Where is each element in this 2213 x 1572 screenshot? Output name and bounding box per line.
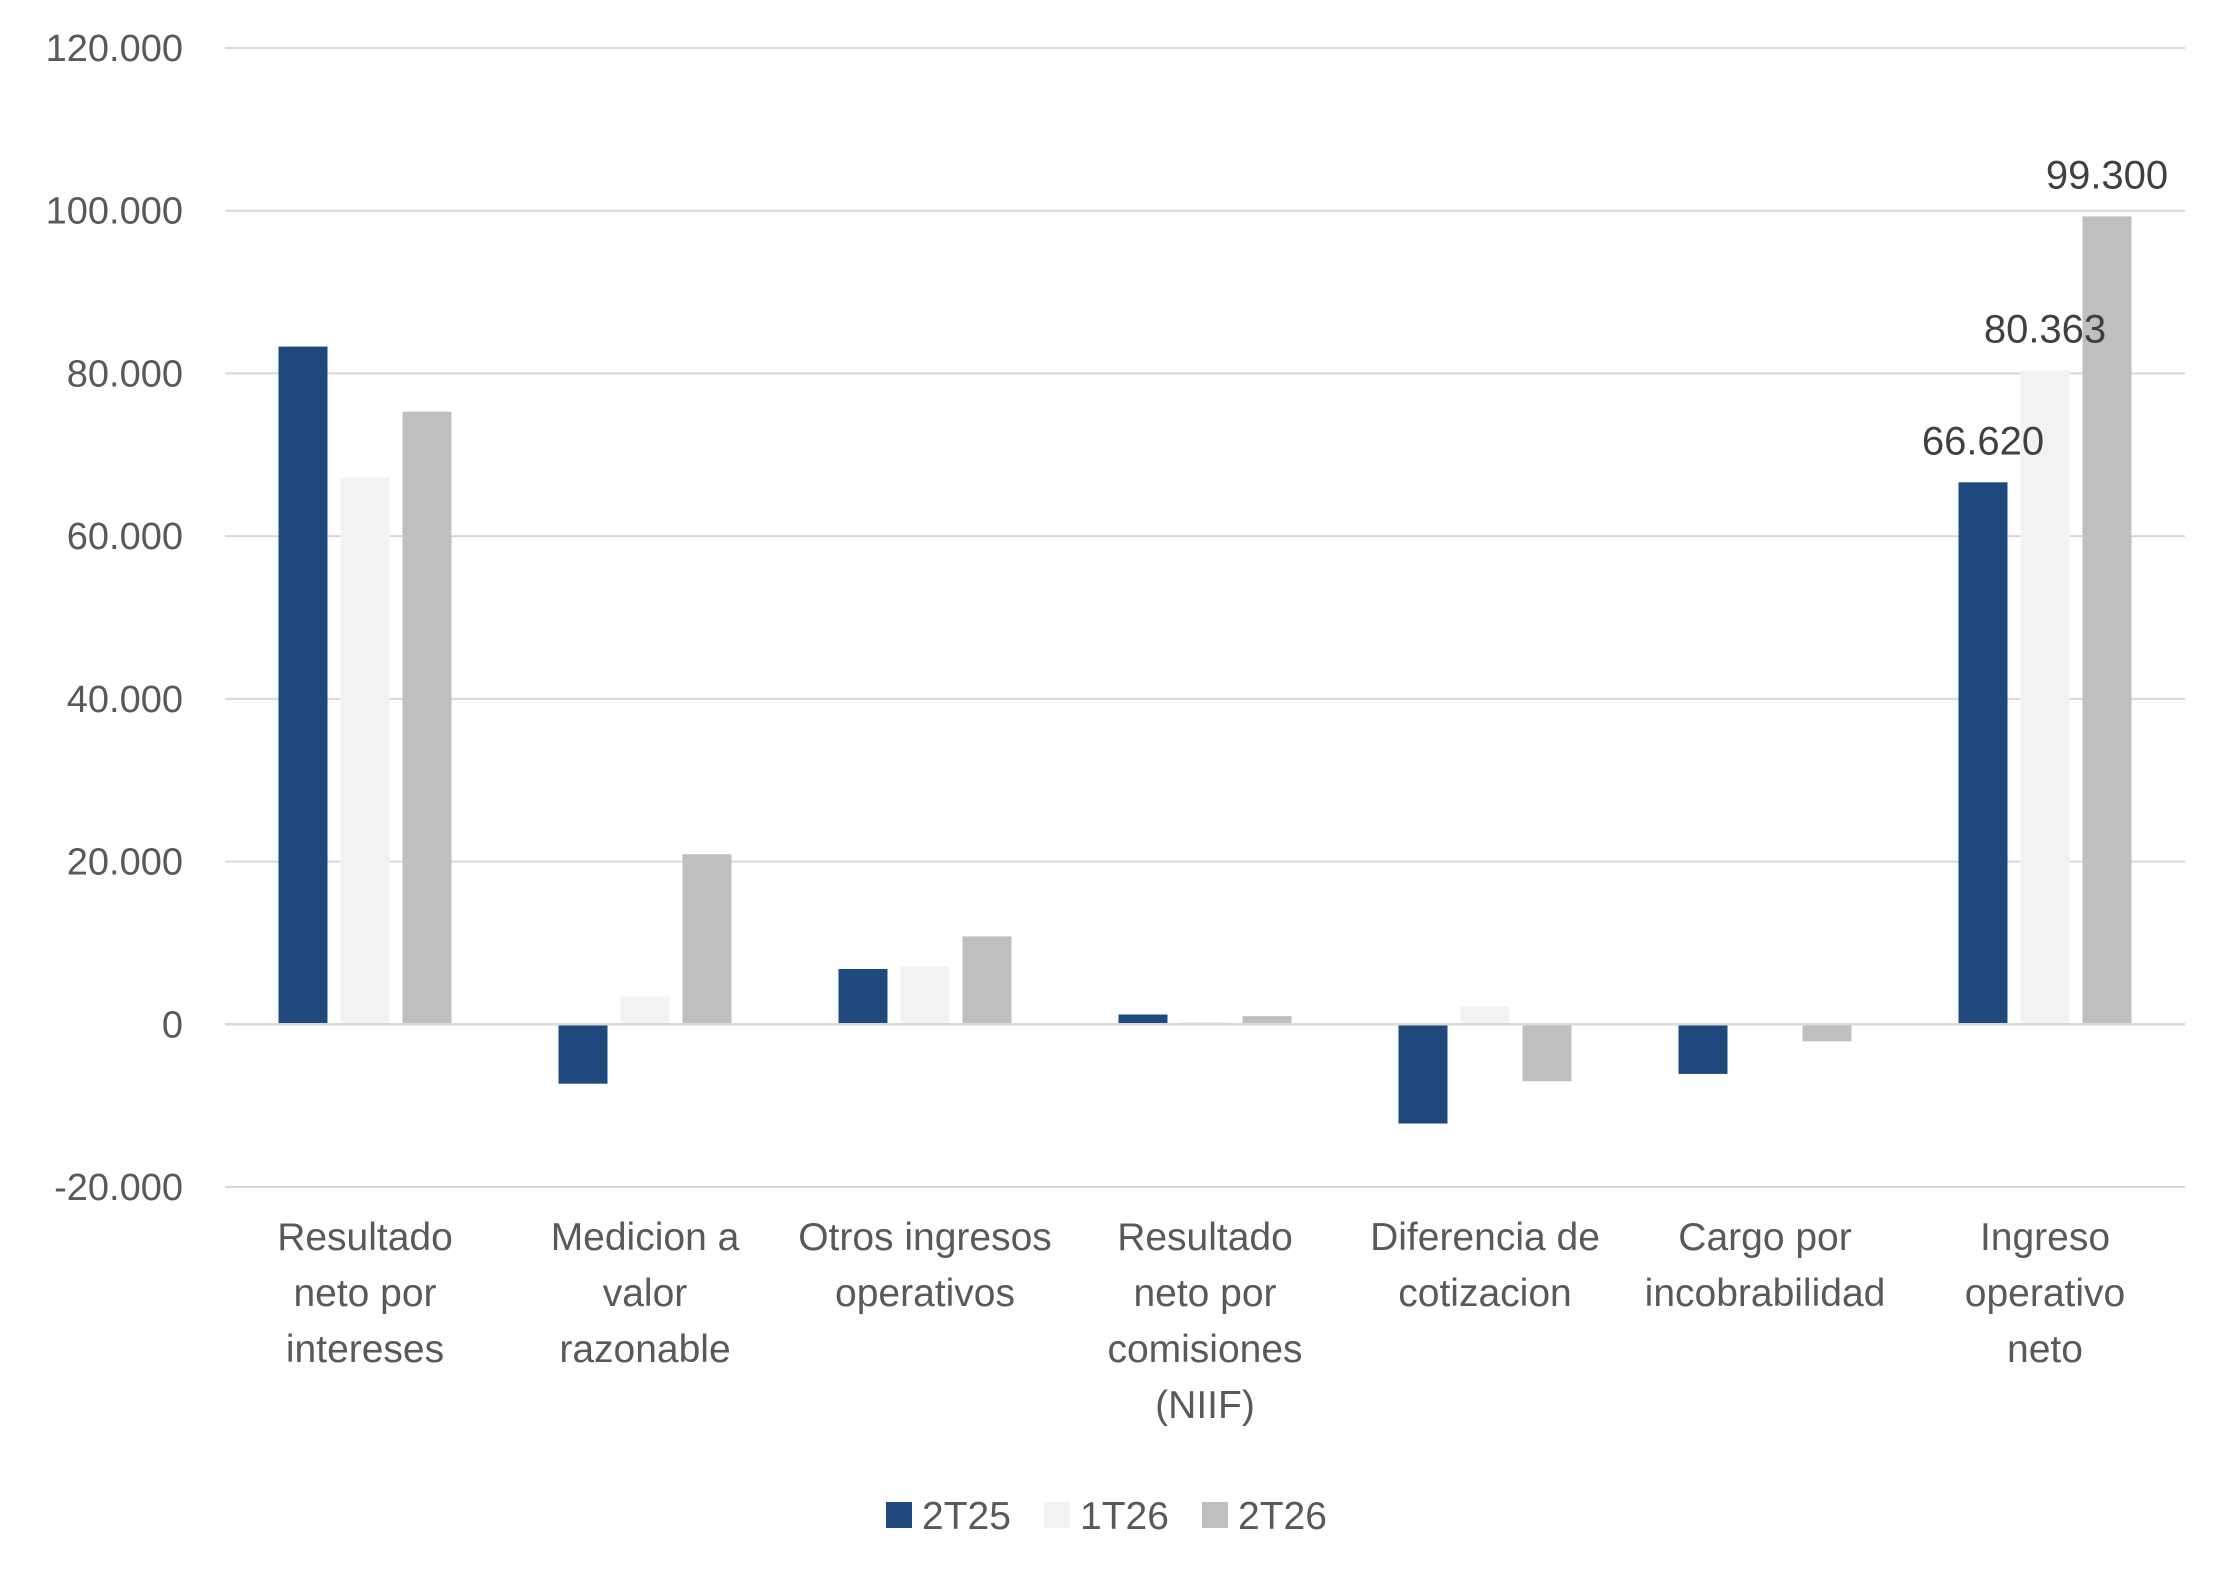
category-label-line: incobrabilidad bbox=[1645, 1272, 1886, 1315]
category-label: Ingreso operativo neto bbox=[1965, 1216, 2125, 1371]
bar-2t25-6 bbox=[1678, 1024, 1728, 1074]
legend: 2T25 1T26 2T26 bbox=[886, 1495, 1327, 1538]
category-label-line: operativo bbox=[1965, 1272, 2125, 1315]
bar-2t26-1 bbox=[402, 411, 452, 1025]
bar-2t26-6 bbox=[1802, 1024, 1852, 1042]
category-label-line: operativos bbox=[835, 1272, 1015, 1315]
data-label-2t26: 99.300 bbox=[2046, 153, 2168, 197]
y-tick-label: 120.000 bbox=[46, 28, 183, 70]
category-label-line: Medicion a bbox=[551, 1216, 740, 1259]
category-label: Resultado neto por comisiones (NIIF) bbox=[1107, 1216, 1302, 1427]
category-label-line: valor bbox=[603, 1272, 688, 1315]
legend-swatch bbox=[1044, 1502, 1070, 1528]
legend-label: 2T26 bbox=[1238, 1495, 1327, 1538]
category-label-line: intereses bbox=[286, 1328, 444, 1371]
legend-item-2t25: 2T25 bbox=[886, 1495, 1011, 1538]
category-label-line: neto por bbox=[1133, 1272, 1276, 1315]
bar-2t25-1 bbox=[278, 346, 328, 1025]
category-label-line: Cargo por bbox=[1678, 1216, 1851, 1259]
y-tick-label: -20.000 bbox=[54, 1167, 183, 1209]
category-label-line: Otros ingresos bbox=[798, 1216, 1052, 1259]
legend-swatch bbox=[886, 1502, 912, 1528]
legend-item-1t26: 1T26 bbox=[1044, 1495, 1169, 1538]
y-tick-label: 80.000 bbox=[67, 353, 183, 395]
data-labels: 66.620 80.363 99.300 bbox=[1922, 153, 2168, 463]
data-label-1t26: 80.363 bbox=[1984, 307, 2106, 351]
bar-1t26-1 bbox=[340, 477, 390, 1025]
legend-label: 2T25 bbox=[922, 1495, 1011, 1538]
bar-1t26-3 bbox=[900, 966, 950, 1025]
category-label: Diferencia de cotizacion bbox=[1370, 1216, 1600, 1315]
category-label-line: Resultado bbox=[1117, 1216, 1293, 1259]
legend-label: 1T26 bbox=[1080, 1495, 1169, 1538]
category-label-line: neto por bbox=[293, 1272, 436, 1315]
category-label-line: cotizacion bbox=[1398, 1272, 1571, 1315]
y-axis-tick-labels: -20.000 0 20.000 40.000 60.000 80.000 100.000 1… bbox=[46, 28, 183, 1209]
bars bbox=[278, 216, 2132, 1124]
bar-2t25-3 bbox=[838, 968, 888, 1025]
bar-2t25-2 bbox=[558, 1024, 608, 1084]
bar-2t26-7 bbox=[2082, 216, 2132, 1025]
category-label: Cargo por incobrabilidad bbox=[1645, 1216, 1886, 1315]
category-label-line: neto bbox=[2007, 1328, 2083, 1371]
bar-2t26-5 bbox=[1522, 1024, 1572, 1082]
bar-2t26-2 bbox=[682, 854, 732, 1025]
x-axis-category-labels: Resultado neto por intereses Medicion a valo… bbox=[277, 1216, 2125, 1427]
legend-swatch bbox=[1202, 1502, 1228, 1528]
y-tick-label: 60.000 bbox=[67, 516, 183, 558]
bar-2t25-5 bbox=[1398, 1024, 1448, 1124]
gridlines bbox=[225, 47, 2185, 1188]
bar-1t26-2 bbox=[620, 996, 670, 1025]
y-tick-label: 0 bbox=[162, 1004, 183, 1046]
bar-1t26-7 bbox=[2020, 370, 2070, 1025]
bar-2t25-7 bbox=[1958, 482, 2008, 1025]
category-label-line: comisiones bbox=[1107, 1328, 1302, 1371]
bar-1t26-5 bbox=[1460, 1006, 1510, 1025]
y-tick-label: 20.000 bbox=[67, 842, 183, 884]
category-label: Otros ingresos operativos bbox=[798, 1216, 1052, 1315]
y-tick-label: 40.000 bbox=[67, 679, 183, 721]
legend-item-2t26: 2T26 bbox=[1202, 1495, 1327, 1538]
data-label-2t25: 66.620 bbox=[1922, 419, 2044, 463]
bar-2t26-3 bbox=[962, 936, 1012, 1025]
y-tick-label: 100.000 bbox=[46, 191, 183, 233]
category-label: Resultado neto por intereses bbox=[277, 1216, 453, 1371]
category-label-line: Resultado bbox=[277, 1216, 453, 1259]
category-label-line: Ingreso bbox=[1980, 1216, 2110, 1259]
category-label-line: razonable bbox=[559, 1328, 730, 1371]
category-label: Medicion a valor razonable bbox=[551, 1216, 740, 1371]
bar-2t26-4 bbox=[1242, 1016, 1292, 1025]
category-label-line: (NIIF) bbox=[1155, 1384, 1255, 1427]
category-label-line: Diferencia de bbox=[1370, 1216, 1600, 1259]
bar-2t25-4 bbox=[1118, 1014, 1168, 1025]
